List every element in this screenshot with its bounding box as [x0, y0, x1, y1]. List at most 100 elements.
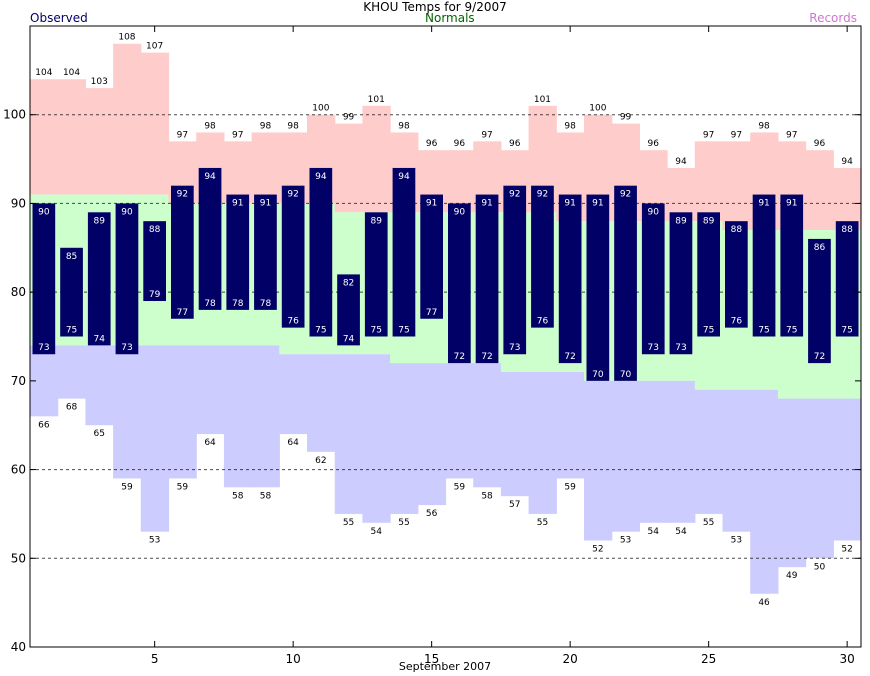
observed-low-label: 78 — [232, 299, 244, 309]
observed-high-label: 89 — [94, 216, 106, 226]
record-high-label: 97 — [232, 130, 243, 140]
observed-high-label: 91 — [758, 199, 769, 209]
record-low-band — [805, 398, 834, 559]
record-low-band — [556, 371, 585, 479]
observed-high-label: 90 — [121, 207, 133, 217]
record-low-label: 58 — [481, 491, 493, 501]
observed-low-label: 72 — [814, 352, 825, 362]
observed-low-label: 74 — [343, 334, 355, 344]
record-low-band — [750, 389, 779, 594]
record-low-label: 58 — [260, 491, 272, 501]
observed-bar — [115, 203, 139, 355]
y-tick-label: 60 — [11, 463, 26, 477]
record-high-band — [362, 105, 391, 213]
observed-high-label: 89 — [703, 216, 715, 226]
record-low-label: 65 — [94, 429, 105, 439]
record-high-label: 98 — [260, 121, 272, 131]
record-low-label: 54 — [648, 527, 660, 537]
record-low-band — [445, 363, 474, 479]
record-high-band — [57, 79, 86, 195]
legend-observed: Observed — [30, 11, 88, 25]
observed-high-label: 91 — [481, 199, 492, 209]
record-high-label: 97 — [481, 130, 492, 140]
record-high-label: 103 — [91, 77, 108, 87]
record-low-label: 50 — [814, 562, 826, 572]
observed-low-label: 72 — [454, 352, 465, 362]
x-tick-label: 30 — [840, 652, 855, 666]
record-low-label: 55 — [703, 518, 714, 528]
observed-bar — [752, 194, 776, 337]
observed-low-label: 76 — [731, 317, 743, 327]
observed-low-label: 74 — [94, 334, 106, 344]
record-low-label: 58 — [232, 491, 244, 501]
record-low-label: 59 — [121, 482, 133, 492]
record-high-band — [694, 141, 724, 222]
record-low-band — [196, 345, 225, 435]
observed-bar — [171, 185, 194, 319]
record-low-label: 62 — [315, 456, 326, 466]
y-tick-label: 40 — [11, 640, 26, 654]
record-low-label: 64 — [204, 438, 216, 448]
x-tick-label: 5 — [151, 652, 159, 666]
observed-bar — [87, 212, 111, 346]
observed-high-label: 86 — [814, 243, 826, 253]
observed-bar — [586, 194, 610, 381]
observed-bar — [392, 167, 416, 337]
y-tick-label: 50 — [11, 551, 26, 565]
legend-normals: Normals — [425, 11, 475, 25]
record-low-label: 55 — [537, 518, 548, 528]
record-low-band — [390, 363, 419, 514]
observed-bar — [697, 212, 720, 337]
observed-high-label: 91 — [426, 199, 437, 209]
observed-bar — [669, 212, 693, 355]
record-high-label: 97 — [731, 130, 742, 140]
record-low-label: 54 — [371, 527, 383, 537]
observed-high-label: 92 — [509, 190, 520, 200]
record-high-label: 96 — [648, 139, 660, 149]
observed-low-label: 73 — [648, 343, 659, 353]
observed-high-label: 88 — [841, 225, 853, 235]
observed-high-label: 90 — [38, 207, 50, 217]
observed-high-label: 91 — [232, 199, 243, 209]
record-high-label: 99 — [620, 113, 632, 123]
record-high-label: 100 — [589, 104, 606, 114]
record-low-band — [500, 371, 530, 497]
legend-records: Records — [809, 11, 857, 25]
observed-bar — [309, 167, 333, 337]
observed-bar — [198, 167, 222, 310]
record-low-label: 52 — [592, 545, 603, 555]
observed-low-label: 73 — [38, 343, 49, 353]
observed-low-label: 78 — [260, 299, 272, 309]
observed-low-label: 75 — [315, 326, 326, 336]
y-tick-label: 90 — [11, 196, 26, 210]
observed-high-label: 91 — [592, 199, 603, 209]
observed-high-label: 91 — [564, 199, 575, 209]
observed-low-label: 75 — [371, 326, 382, 336]
record-high-label: 98 — [758, 121, 770, 131]
observed-low-label: 75 — [66, 326, 77, 336]
y-tick-label: 100 — [3, 108, 26, 122]
observed-high-label: 94 — [204, 172, 216, 182]
observed-bar — [503, 185, 527, 355]
observed-high-label: 88 — [149, 225, 161, 235]
record-high-band — [30, 79, 59, 195]
observed-high-label: 92 — [620, 190, 631, 200]
x-axis-label: September 2007 — [398, 660, 492, 673]
observed-high-label: 89 — [675, 216, 687, 226]
observed-bar — [780, 194, 804, 337]
x-tick-label: 10 — [286, 652, 301, 666]
record-low-label: 55 — [343, 518, 354, 528]
record-high-label: 104 — [35, 68, 52, 78]
record-low-label: 53 — [620, 536, 631, 546]
x-tick-label: 20 — [563, 652, 578, 666]
x-tick-label: 15 — [424, 652, 439, 666]
observed-low-label: 78 — [204, 299, 216, 309]
x-tick-label: 25 — [701, 652, 716, 666]
record-low-band — [57, 345, 86, 399]
record-low-label: 57 — [509, 500, 520, 510]
observed-low-label: 73 — [509, 343, 520, 353]
observed-low-label: 73 — [121, 343, 132, 353]
record-low-label: 59 — [564, 482, 576, 492]
observed-low-label: 73 — [675, 343, 686, 353]
